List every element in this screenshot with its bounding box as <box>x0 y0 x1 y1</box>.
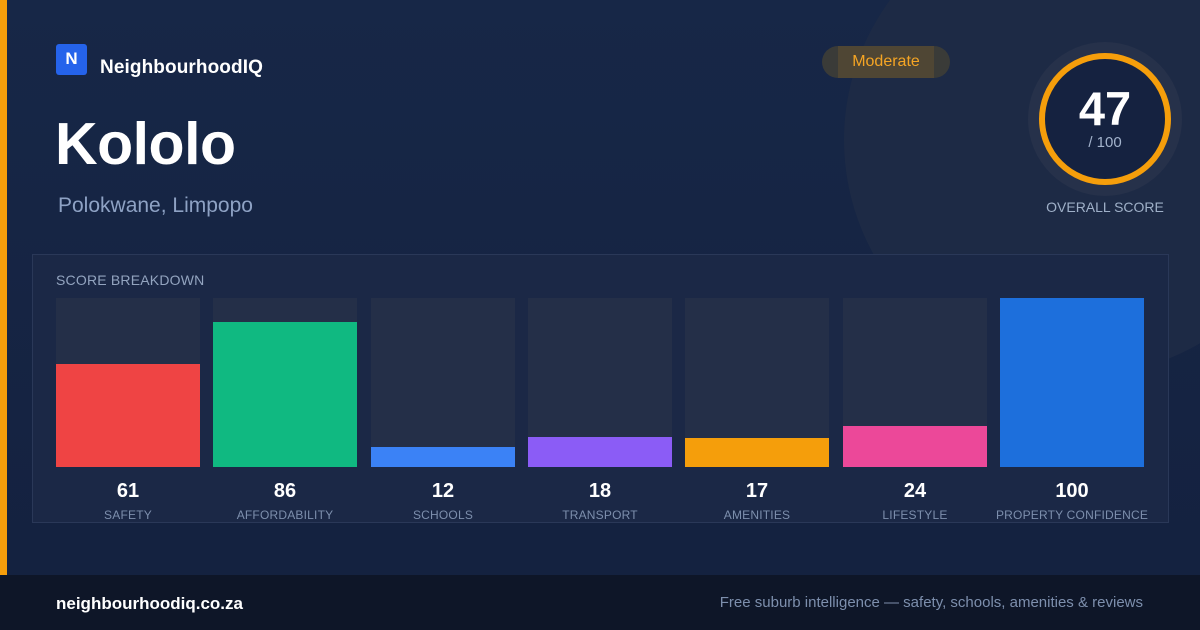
footer: neighbourhoodiq.co.za Free suburb intell… <box>0 575 1200 630</box>
bar-track <box>685 298 829 467</box>
bar-label: AFFORDABILITY <box>236 508 334 522</box>
bar-fill <box>1000 298 1144 467</box>
overall-score-label: OVERALL SCORE <box>1046 199 1164 215</box>
brand[interactable]: N NeighbourhoodIQ <box>56 43 263 78</box>
bar-fill <box>843 426 987 467</box>
bar-track <box>213 298 357 467</box>
score-bar-chart: 61 SAFETY 86 AFFORDABILITY 12 SCHOOLS 18 TRANSP… <box>56 298 1148 522</box>
brand-name: NeighbourhoodIQ <box>100 57 263 78</box>
bar-fill <box>56 364 200 467</box>
brand-logo-icon: N <box>56 43 87 75</box>
bar-column-safety: 61 SAFETY <box>56 298 200 522</box>
bar-fill <box>685 438 829 467</box>
bar-fill <box>528 437 672 467</box>
overall-score-ring: 47 / 100 <box>1028 42 1182 196</box>
bar-value: 100 <box>1055 480 1089 502</box>
bar-track <box>528 298 672 467</box>
bar-label: TRANSPORT <box>562 508 638 522</box>
overall-score-max: / 100 <box>1088 134 1122 151</box>
bar-value: 12 <box>431 480 455 502</box>
bar-value: 86 <box>273 480 297 502</box>
accent-bar <box>0 0 7 575</box>
bar-column-amenities: 17 AMENITIES <box>685 298 829 522</box>
bar-label: LIFESTYLE <box>882 508 948 522</box>
bar-value: 61 <box>116 480 140 502</box>
footer-domain-link[interactable]: neighbourhoodiq.co.za <box>56 594 243 613</box>
bar-track <box>371 298 515 467</box>
bar-fill <box>213 322 357 467</box>
footer-tagline: Free suburb intelligence — safety, schoo… <box>719 594 1143 611</box>
bar-track <box>843 298 987 467</box>
rating-badge-label: Moderate <box>852 53 920 70</box>
score-ring-icon <box>1039 53 1171 185</box>
bar-column-affordability: 86 AFFORDABILITY <box>213 298 357 522</box>
bar-column-lifestyle: 24 LIFESTYLE <box>843 298 987 522</box>
bar-value: 24 <box>903 480 927 502</box>
score-ring-circle <box>1039 53 1171 185</box>
bar-column-property-confidence: 100 PROPERTY CONFIDENCE <box>996 298 1148 522</box>
overall-score-value: 47 <box>1078 82 1132 135</box>
bar-track <box>1000 298 1144 467</box>
bar-track <box>56 298 200 467</box>
bar-label: SAFETY <box>104 508 152 522</box>
bar-column-transport: 18 TRANSPORT <box>528 298 672 522</box>
bar-value: 18 <box>588 480 612 502</box>
bar-label: SCHOOLS <box>412 508 474 522</box>
score-breakdown-panel: SCORE BREAKDOWN 61 SAFETY 86 AFFORDABILITY 1… <box>32 254 1169 523</box>
score-breakdown-title: SCORE BREAKDOWN <box>56 272 205 288</box>
bar-fill <box>371 447 515 467</box>
suburb-title: Kololo <box>55 111 236 177</box>
bar-column-schools: 12 SCHOOLS <box>371 298 515 522</box>
rating-badge: Moderate <box>822 46 950 78</box>
bar-label: PROPERTY CONFIDENCE <box>995 508 1149 522</box>
bar-label: AMENITIES <box>723 508 791 522</box>
bar-value: 17 <box>745 480 769 502</box>
suburb-location: Polokwane, Limpopo <box>58 194 253 217</box>
